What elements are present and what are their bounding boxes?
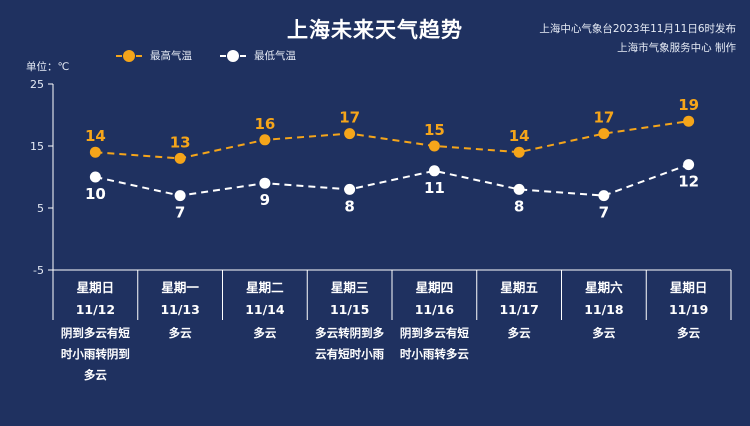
weekday-label: 星期三 [331,280,369,295]
low-temp-line [95,163,689,197]
legend-dot-low [227,50,239,62]
y-tick-label: 15 [30,140,44,153]
date-label: 11/13 [160,302,199,317]
legend-dot-high [123,50,135,62]
high-temp-label: 16 [254,115,275,133]
weather-description: 时小雨转阴到 [61,347,130,361]
weather-description: 多云 [508,326,531,340]
low-temp-label: 9 [260,191,270,209]
weather-description: 多云转阴到多 [315,326,384,340]
low-temp-label: 7 [599,204,609,222]
chart-title: 上海未来天气趋势 [287,18,463,42]
weekday-label: 星期日 [670,280,708,295]
high-temp-point [89,146,101,158]
y-tick-label: 5 [37,202,44,215]
legend-item-high: 最高气温 [116,48,226,64]
low-temp-label: 11 [424,179,445,197]
date-label: 11/15 [330,302,369,317]
date-label: 11/17 [499,302,538,317]
high-temp-point [683,115,695,127]
weekday-label: 星期二 [246,280,284,295]
weather-description: 多云 [84,368,107,382]
weather-description: 阴到多云有短 [400,326,469,340]
low-temp-label: 10 [85,185,106,203]
weekday-label: 星期五 [500,280,538,295]
weather-description: 云有短时小雨 [315,347,384,361]
weekday-label: 星期一 [161,280,199,295]
weekday-label: 星期四 [416,280,454,295]
high-temp-label: 14 [509,127,530,145]
high-temp-line [95,120,689,160]
source-line-2: 上海市气象服务中心 制作 [617,42,736,54]
legend-label-low: 最低气温 [254,50,296,62]
source-note: 上海中心气象台2023年11月11日6时发布 上海市气象服务中心 制作 [539,20,736,58]
high-temp-label: 19 [678,96,699,114]
low-temp-label: 8 [514,197,524,215]
high-temp-point [428,140,440,152]
low-temp-point [428,165,440,177]
date-label: 11/18 [584,302,623,317]
high-temp-point [344,128,356,140]
unit-label: 单位：℃ [26,61,70,73]
low-temp-point [683,159,695,171]
low-temp-label: 12 [678,173,699,191]
high-temp-label: 14 [85,127,106,145]
y-tick-label: -5 [33,264,44,277]
high-temp-label: 17 [339,109,360,127]
low-temp-label: 7 [175,204,185,222]
low-temp-point [513,183,525,195]
high-temp-label: 15 [424,121,445,139]
weather-description: 时小雨转多云 [400,347,469,361]
weather-description: 多云 [677,326,700,340]
weekday-label: 星期日 [77,280,115,295]
date-label: 11/14 [245,302,285,317]
weather-description: 阴到多云有短 [61,326,130,340]
high-temp-point [259,134,271,146]
source-line-1: 上海中心气象台2023年11月11日6时发布 [539,23,736,35]
date-label: 11/12 [76,302,115,317]
low-temp-label: 8 [344,197,354,215]
weather-description: 多云 [592,326,615,340]
low-temp-point [344,183,356,195]
high-temp-point [513,146,525,158]
high-temp-label: 17 [593,109,614,127]
low-temp-point [174,190,186,202]
low-temp-point [89,171,101,183]
weather-description: 多云 [169,326,192,340]
low-temp-point [598,190,610,202]
weekday-label: 星期六 [585,280,623,295]
high-temp-point [174,152,186,164]
legend-item-low: 最低气温 [220,48,330,64]
low-temp-point [259,177,271,189]
high-temp-label: 13 [170,133,191,151]
date-label: 11/19 [669,302,708,317]
high-temp-point [598,128,610,140]
y-tick-label: 25 [30,78,44,91]
weather-description: 多云 [253,326,276,340]
date-label: 11/16 [415,302,455,317]
legend-label-high: 最高气温 [150,50,192,62]
